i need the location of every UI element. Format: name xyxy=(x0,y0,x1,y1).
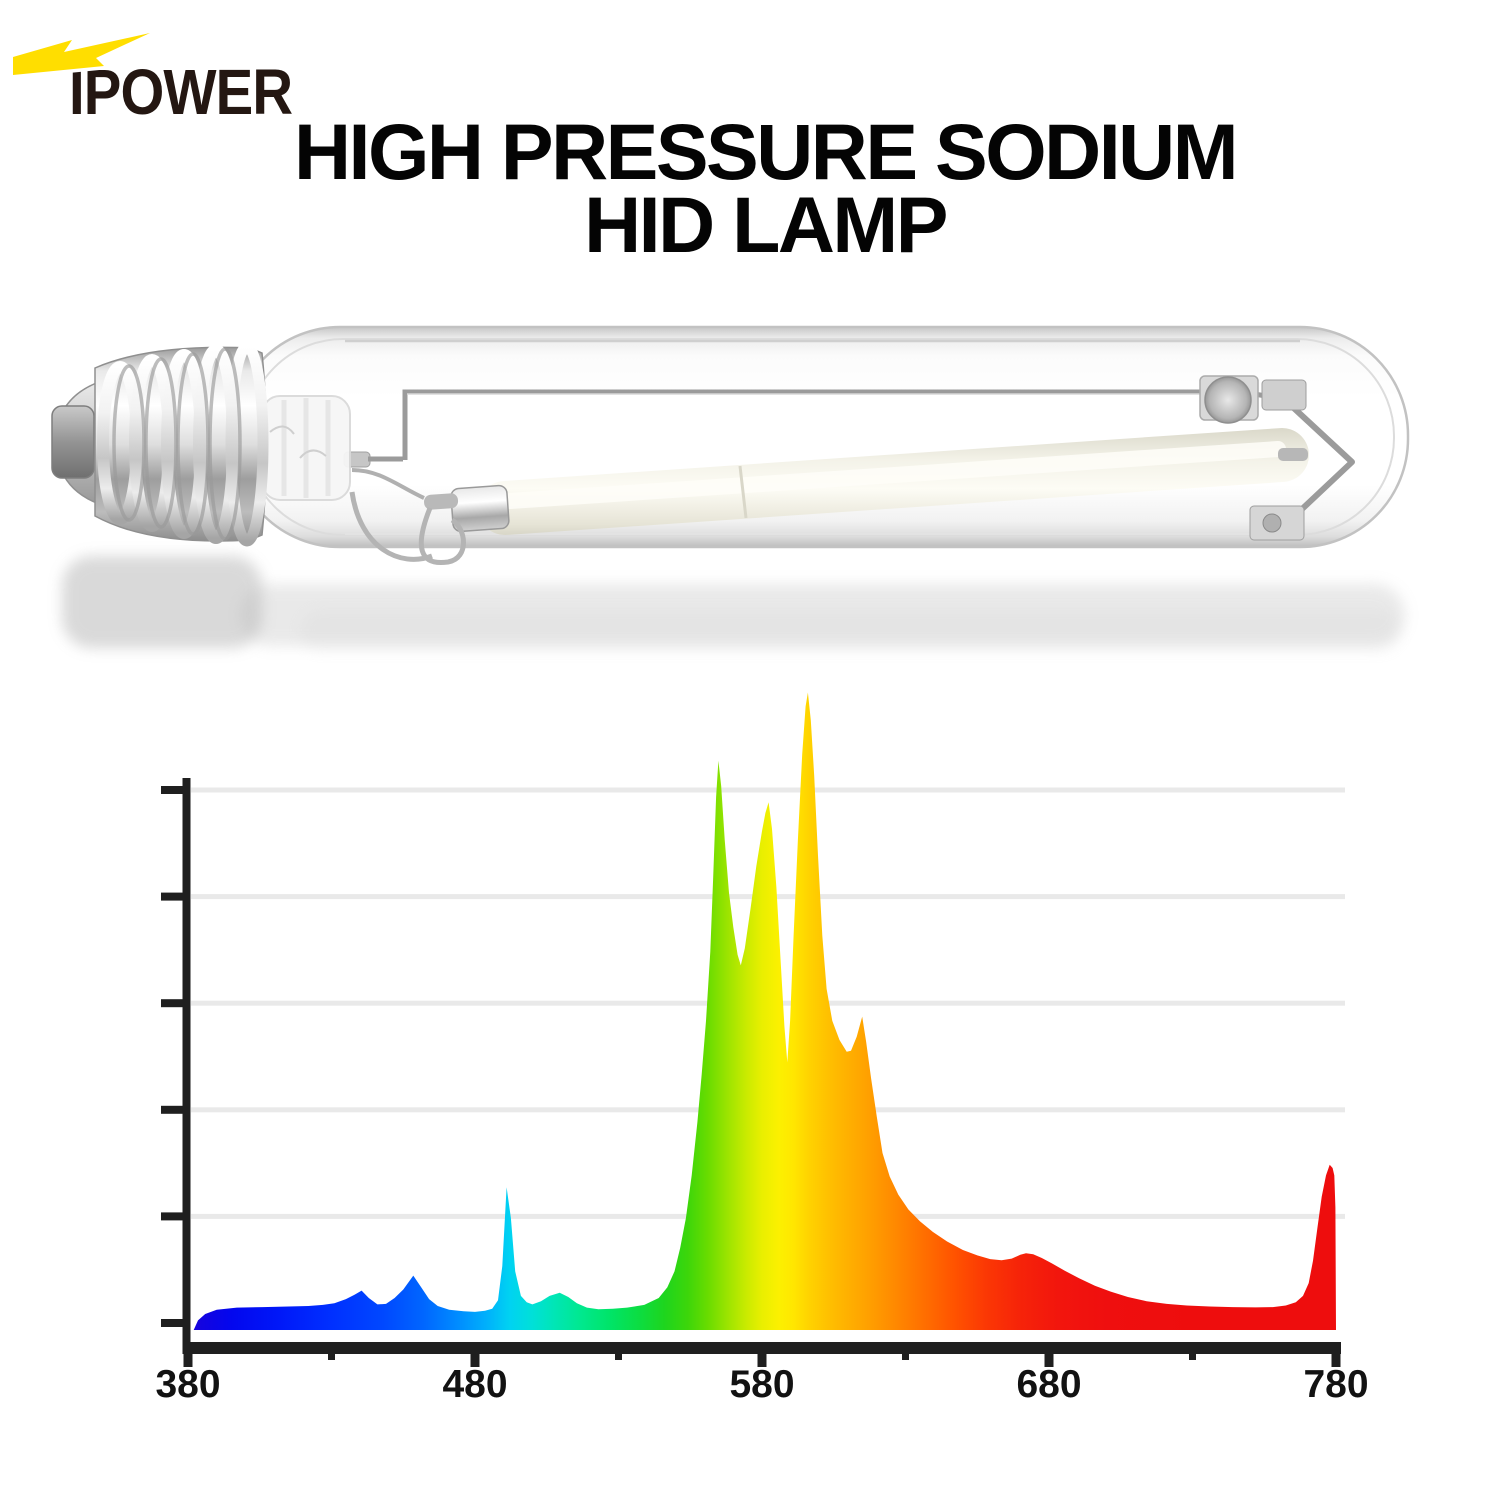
x-tick-minor xyxy=(615,1342,622,1360)
y-tick xyxy=(161,786,183,794)
x-tick-minor xyxy=(902,1342,909,1360)
lightning-bolt-icon xyxy=(9,29,154,79)
getter-disc xyxy=(1204,376,1252,424)
brand-logo: iPOWER xyxy=(0,0,293,150)
x-tick-major xyxy=(757,1342,767,1367)
x-tick-major xyxy=(470,1342,480,1367)
y-tick xyxy=(161,999,183,1008)
lead-wire xyxy=(349,491,433,562)
x-axis-labels: 380 480 580 680 780 xyxy=(155,1363,1368,1406)
x-tick-major xyxy=(1044,1342,1054,1367)
x-tick-major xyxy=(1331,1342,1341,1367)
x-tick-major xyxy=(183,1342,193,1367)
arc-tube-right-pin xyxy=(1278,448,1308,461)
title-line-1: HIGH PRESSURE SODIUM xyxy=(293,107,1239,196)
x-tick-minor xyxy=(1189,1342,1196,1360)
y-tick xyxy=(161,1319,183,1327)
x-tick-minor xyxy=(328,1342,335,1360)
y-axis-line xyxy=(182,778,191,1354)
title-line-2: HID LAMP xyxy=(584,179,948,269)
support-loop-wire xyxy=(418,507,466,566)
base-reflection xyxy=(62,556,262,648)
upper-bracket xyxy=(1261,379,1307,411)
y-tick xyxy=(161,1105,183,1114)
y-tick xyxy=(161,892,183,901)
arc-tube-seam xyxy=(738,465,748,519)
spectrum-curve xyxy=(193,692,1337,1330)
x-tick-label: 380 xyxy=(155,1363,220,1406)
screw-threads xyxy=(97,341,269,547)
hps-lamp-photo xyxy=(51,325,1410,650)
brand-name: iPOWER xyxy=(69,56,293,128)
x-tick-label: 680 xyxy=(1016,1363,1081,1406)
x-axis-ticks xyxy=(183,1342,1341,1367)
y-axis-ticks xyxy=(161,786,183,1327)
product-title: HIGH PRESSURE SODIUM HID LAMP xyxy=(15,107,1500,269)
x-tick-label: 780 xyxy=(1303,1363,1368,1406)
x-tick-label: 580 xyxy=(729,1363,794,1406)
x-tick-label: 480 xyxy=(442,1363,507,1406)
base-contact-nub xyxy=(51,405,95,479)
gridline xyxy=(191,787,1345,793)
bracket-screw xyxy=(1262,513,1282,533)
spectrum-chart: 380 480 580 680 780 xyxy=(155,692,1369,1406)
y-tick xyxy=(161,1212,183,1221)
v-spring-clip xyxy=(1281,396,1355,529)
arc-tube-left-cap xyxy=(450,484,510,533)
